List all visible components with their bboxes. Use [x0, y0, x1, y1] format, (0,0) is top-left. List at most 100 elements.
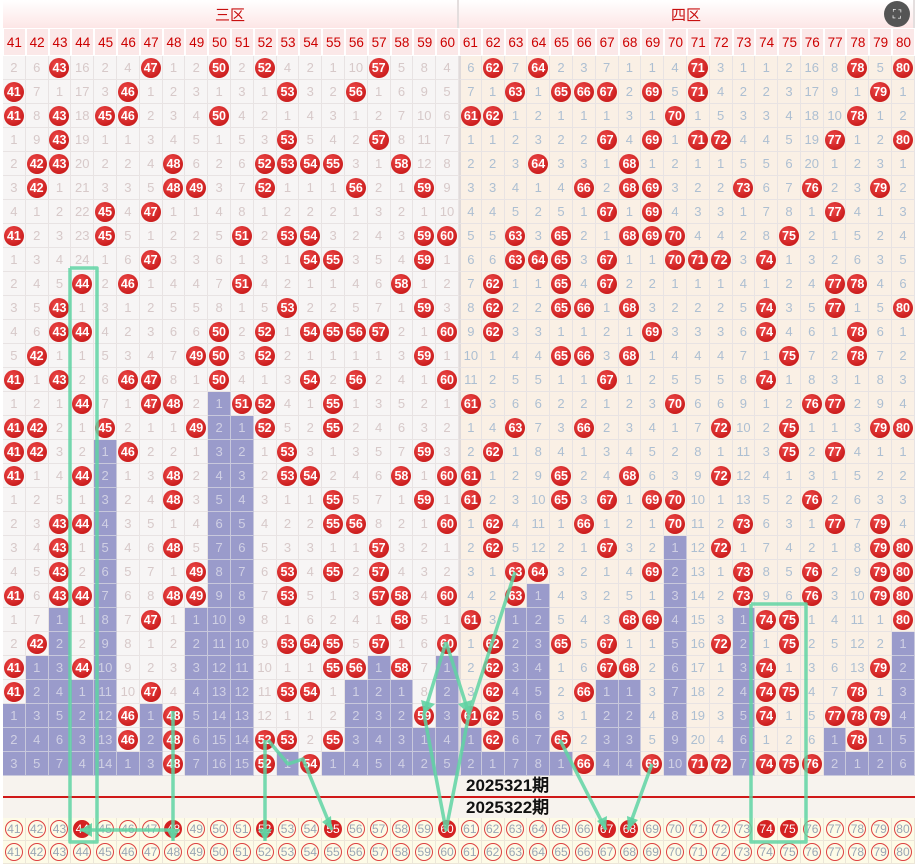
number-cell[interactable]: 59 — [413, 818, 437, 841]
number-cell[interactable]: 50 — [208, 818, 231, 841]
number-cell[interactable]: 71 — [686, 818, 710, 841]
number-cell[interactable]: 66 — [572, 818, 596, 841]
number-option[interactable]: 59 — [415, 843, 434, 861]
number-option[interactable]: 72 — [711, 820, 730, 838]
number-option[interactable]: 49 — [187, 820, 206, 838]
number-cell[interactable]: 65 — [550, 841, 573, 864]
number-cell[interactable]: 58 — [390, 818, 414, 841]
number-cell[interactable]: 71 — [686, 841, 710, 864]
number-cell[interactable]: 56 — [344, 841, 368, 864]
number-option[interactable]: 43 — [50, 820, 69, 838]
number-cell[interactable]: 51 — [230, 818, 254, 841]
number-option[interactable]: 50 — [210, 843, 229, 861]
number-option[interactable]: 54 — [301, 820, 320, 838]
number-option[interactable]: 56 — [346, 843, 365, 861]
number-option[interactable]: 62 — [483, 843, 502, 861]
number-option[interactable]: 69 — [643, 843, 662, 861]
number-option[interactable]: 42 — [27, 820, 46, 838]
number-cell[interactable]: 67 — [595, 841, 619, 864]
number-cell[interactable]: 62 — [481, 841, 505, 864]
number-cell[interactable]: 51 — [230, 841, 254, 864]
number-option[interactable]: 44 — [73, 843, 92, 861]
number-cell[interactable]: 77 — [823, 818, 847, 841]
number-cell[interactable]: 47 — [139, 841, 163, 864]
number-cell[interactable]: 68 — [618, 841, 642, 864]
number-cell[interactable]: 54 — [299, 841, 323, 864]
number-cell[interactable]: 77 — [823, 841, 847, 864]
number-option[interactable]: 70 — [666, 843, 684, 861]
number-option[interactable]: 78 — [848, 820, 867, 838]
number-cell[interactable]: 80 — [892, 841, 915, 864]
selected-number[interactable]: 68 — [620, 820, 639, 838]
number-option[interactable]: 60 — [438, 843, 457, 861]
number-option[interactable]: 76 — [802, 843, 821, 861]
number-cell[interactable]: 54 — [299, 818, 323, 841]
number-cell[interactable]: 80 — [892, 818, 915, 841]
number-cell[interactable]: 79 — [869, 841, 893, 864]
selected-number[interactable]: 75 — [779, 820, 798, 838]
number-option[interactable]: 73 — [734, 820, 753, 838]
number-option[interactable]: 54 — [301, 843, 320, 861]
number-option[interactable]: 52 — [255, 843, 274, 861]
number-option[interactable]: 51 — [232, 843, 251, 861]
number-cell[interactable]: 61 — [458, 818, 482, 841]
number-cell[interactable]: 49 — [185, 841, 209, 864]
number-cell[interactable]: 66 — [572, 841, 596, 864]
number-option[interactable]: 74 — [757, 843, 776, 861]
number-option[interactable]: 75 — [779, 843, 798, 861]
number-cell[interactable]: 55 — [322, 818, 345, 841]
number-cell[interactable]: 58 — [390, 841, 414, 864]
number-option[interactable]: 47 — [141, 843, 160, 861]
number-cell[interactable]: 68 — [618, 818, 642, 841]
number-option[interactable]: 51 — [232, 820, 251, 838]
number-cell[interactable]: 59 — [413, 841, 437, 864]
number-option[interactable]: 63 — [506, 820, 525, 838]
number-option[interactable]: 56 — [346, 820, 365, 838]
number-cell[interactable]: 47 — [139, 818, 163, 841]
number-option[interactable]: 46 — [118, 843, 137, 861]
number-option[interactable]: 53 — [278, 820, 297, 838]
number-cell[interactable]: 72 — [709, 841, 733, 864]
number-option[interactable]: 65 — [552, 820, 571, 838]
number-option[interactable]: 77 — [825, 843, 844, 861]
number-cell[interactable]: 49 — [185, 818, 209, 841]
number-cell[interactable]: 70 — [664, 818, 687, 841]
number-option[interactable]: 67 — [597, 843, 616, 861]
number-option[interactable]: 61 — [460, 843, 479, 861]
number-option[interactable]: 55 — [324, 843, 343, 861]
number-cell[interactable]: 48 — [162, 841, 186, 864]
number-cell[interactable]: 63 — [504, 818, 528, 841]
number-cell[interactable]: 69 — [641, 818, 665, 841]
number-option[interactable]: 45 — [96, 820, 115, 838]
number-option[interactable]: 65 — [552, 843, 571, 861]
number-cell[interactable]: 41 — [3, 818, 26, 841]
number-cell[interactable]: 78 — [846, 818, 870, 841]
number-option[interactable]: 71 — [688, 843, 707, 861]
number-cell[interactable]: 53 — [276, 841, 300, 864]
number-cell[interactable]: 41 — [3, 841, 26, 864]
number-option[interactable]: 76 — [802, 820, 821, 838]
number-cell[interactable]: 57 — [367, 818, 391, 841]
number-cell[interactable]: 60 — [436, 818, 459, 841]
number-cell[interactable]: 75 — [778, 841, 801, 864]
number-option[interactable]: 57 — [369, 820, 388, 838]
number-option[interactable]: 45 — [96, 843, 115, 861]
number-option[interactable]: 73 — [734, 843, 753, 861]
number-option[interactable]: 68 — [620, 843, 639, 861]
number-option[interactable]: 58 — [392, 843, 411, 861]
number-option[interactable]: 79 — [871, 820, 890, 838]
number-cell[interactable]: 64 — [527, 841, 551, 864]
number-cell[interactable]: 76 — [800, 841, 824, 864]
number-cell[interactable]: 53 — [276, 818, 300, 841]
number-option[interactable]: 80 — [893, 843, 912, 861]
number-cell[interactable]: 74 — [755, 818, 779, 841]
number-cell[interactable]: 45 — [94, 841, 117, 864]
number-option[interactable]: 46 — [118, 820, 137, 838]
number-cell[interactable]: 52 — [253, 818, 277, 841]
number-option[interactable]: 57 — [369, 843, 388, 861]
number-cell[interactable]: 42 — [25, 841, 49, 864]
number-cell[interactable]: 56 — [344, 818, 368, 841]
number-option[interactable]: 72 — [711, 843, 730, 861]
number-cell[interactable]: 73 — [732, 841, 756, 864]
number-option[interactable]: 79 — [871, 843, 890, 861]
